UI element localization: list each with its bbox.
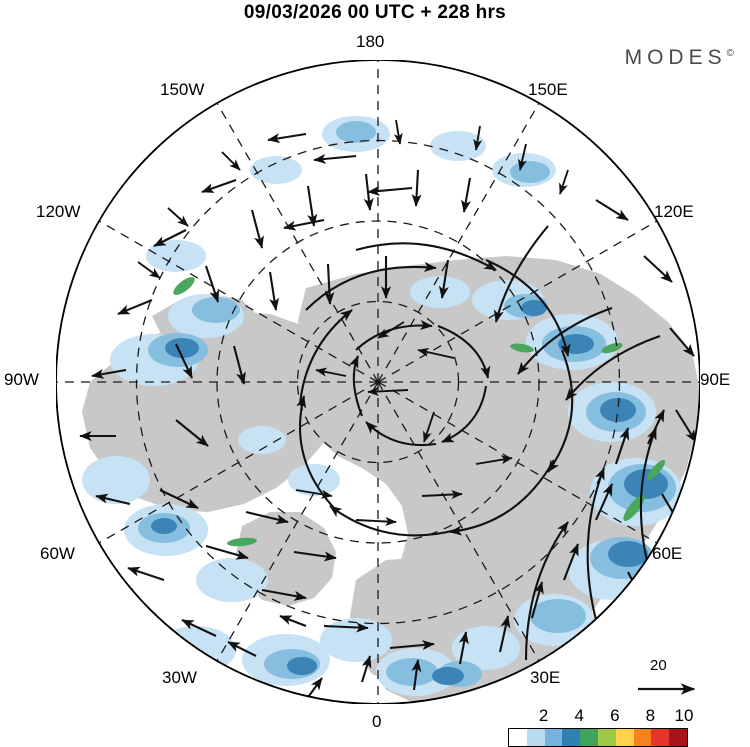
logo-text: MODES [624, 46, 727, 69]
lon-label-60w: 60W [40, 544, 75, 563]
graticule-layer [56, 60, 700, 704]
colorbar-tick-6: 6 [610, 706, 620, 725]
lon-label-120e: 120E [654, 202, 694, 221]
colorbar-swatch-6 [615, 729, 634, 746]
colorbar-tick-4: 4 [574, 706, 584, 725]
polar-map[interactable]: 180 150W 120W 90W 60W 30W 0 30E 60E 90E … [4, 32, 730, 731]
colorbar-swatch-1 [526, 729, 545, 746]
wind-vector-legend: 20 [636, 657, 726, 701]
colorbar-tick-8: 8 [645, 706, 656, 725]
colorbar-swatch-7 [633, 729, 652, 746]
lon-label-150e: 150E [528, 80, 568, 99]
lon-label-30e: 30E [530, 668, 561, 687]
colorbar-swatch-3 [562, 729, 581, 746]
copyright-icon: © [726, 48, 734, 59]
lon-label-30w: 30W [162, 668, 197, 687]
lon-label-180: 180 [356, 32, 385, 51]
lon-label-60e: 60E [652, 544, 683, 563]
colorbar-swatch-9 [669, 729, 687, 746]
lon-label-90w: 90W [4, 370, 39, 389]
colorbar-tick-labels: 2 4 6 8 10 [508, 706, 694, 728]
modes-logo: MODES© [625, 46, 734, 70]
lon-label-0: 0 [372, 712, 382, 731]
colorbar-swatch-2 [544, 729, 563, 746]
colorbar-swatch-4 [580, 729, 598, 746]
colorbar-tick-10: 10 [674, 706, 694, 725]
lon-label-150w: 150W [160, 80, 205, 99]
right-arrow-icon [638, 683, 696, 695]
lon-label-120w: 120W [36, 202, 81, 221]
colorbar[interactable] [508, 728, 688, 747]
colorbar-tick-2: 2 [538, 706, 549, 725]
colorbar-swatch-8 [651, 729, 670, 746]
lon-label-90e: 90E [700, 370, 731, 389]
colorbar-swatch-0 [509, 729, 527, 746]
vector-legend-value: 20 [650, 657, 667, 674]
colorbar-swatch-5 [597, 729, 616, 746]
page-title: 09/03/2026 00 UTC + 228 hrs [243, 2, 507, 23]
